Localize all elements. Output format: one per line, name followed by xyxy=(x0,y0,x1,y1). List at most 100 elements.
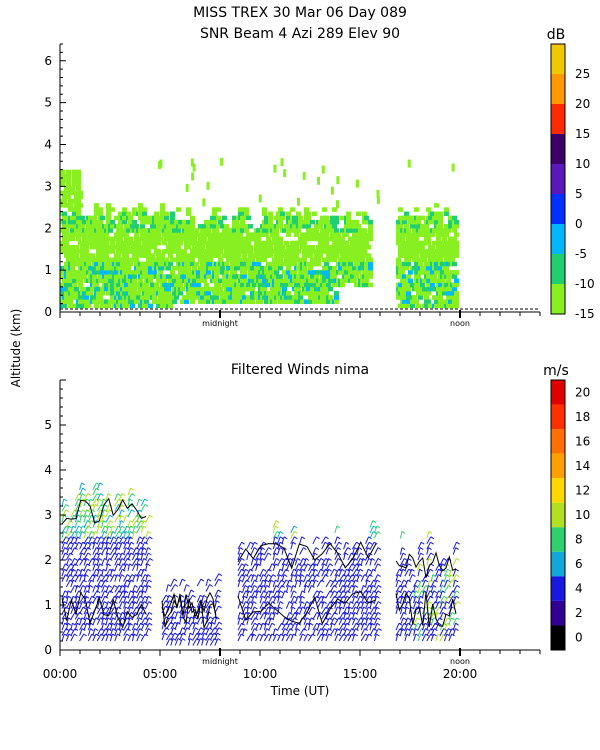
wind-barb-flag xyxy=(345,541,350,545)
wind-barb xyxy=(334,606,338,615)
snr-cell xyxy=(86,303,91,309)
wind-barb xyxy=(299,606,303,615)
wind-barb-flag xyxy=(279,547,284,551)
wind-barb xyxy=(290,601,295,609)
wind-barb xyxy=(101,531,105,539)
wind-barb-flag xyxy=(314,579,319,583)
wind-barb-flag xyxy=(403,579,408,583)
wind-barb-flag xyxy=(358,547,363,551)
wind-barb xyxy=(435,633,439,642)
wind-barb xyxy=(214,573,220,581)
snr-cell xyxy=(232,295,237,300)
wind-barb-flag xyxy=(104,584,108,588)
wind-barb xyxy=(201,627,207,635)
snr-cell xyxy=(274,291,279,296)
snr-cell xyxy=(184,253,189,258)
wind-barb xyxy=(179,632,184,641)
wind-barb xyxy=(448,590,454,599)
wind-barb-flag xyxy=(279,601,284,605)
wind-barb-flag xyxy=(261,552,265,556)
wind-barb xyxy=(65,628,71,636)
snr-cell xyxy=(426,265,431,271)
snr-cell xyxy=(104,299,109,304)
snr-cell xyxy=(202,236,207,242)
snr-cell xyxy=(424,295,429,300)
wind-barb xyxy=(145,585,149,593)
wind-barb xyxy=(360,633,366,642)
snr-cell xyxy=(220,265,225,271)
snr-cell xyxy=(286,249,291,254)
snr-cell xyxy=(434,215,439,221)
wind-barb-flag xyxy=(117,611,122,615)
snr-cell xyxy=(368,261,373,267)
wind-barb xyxy=(114,623,118,631)
wind-barb-flag xyxy=(420,552,424,556)
wind-barb-flag xyxy=(411,568,415,572)
snr-cell xyxy=(144,282,149,288)
snr-cell xyxy=(364,219,369,225)
snr-cell xyxy=(94,282,99,288)
snr-cell xyxy=(98,211,103,216)
snr-cell xyxy=(292,224,297,229)
wind-barb-flag xyxy=(124,590,129,594)
wind-barb xyxy=(92,482,97,491)
snr-cell xyxy=(160,253,165,258)
snr-cell xyxy=(408,232,413,237)
wind-barb xyxy=(369,520,374,528)
snr-cell xyxy=(266,236,271,242)
snr-cell xyxy=(273,164,277,173)
wind-barb xyxy=(241,563,246,571)
snr-cell xyxy=(188,286,193,292)
snr-cell xyxy=(112,299,117,304)
snr-cell xyxy=(172,274,177,279)
snr-cell xyxy=(412,257,417,263)
wind-barb-flag xyxy=(451,617,455,621)
snr-cell xyxy=(304,207,309,212)
wind-barb xyxy=(263,574,269,582)
wind-barb xyxy=(334,568,340,577)
snr-cell xyxy=(88,224,93,229)
snr-cell xyxy=(228,286,233,292)
snr-cell xyxy=(200,291,205,296)
wind-barb-flag xyxy=(138,563,142,567)
snr-cell xyxy=(292,278,297,283)
wind-barb-flag xyxy=(63,498,68,502)
wind-barb xyxy=(183,627,188,635)
wind-barb-flag xyxy=(302,633,306,637)
snr-cell xyxy=(70,186,75,191)
wind-barb xyxy=(127,547,132,555)
wind-barb-flag xyxy=(147,574,151,578)
wind-barb xyxy=(321,574,326,582)
wind-barb xyxy=(334,601,338,609)
snr-cell xyxy=(212,291,217,296)
wind-barb xyxy=(369,558,373,566)
wind-barb xyxy=(343,585,347,593)
snr-cell xyxy=(406,286,411,292)
snr-cell xyxy=(134,224,139,229)
snr-cell xyxy=(158,270,163,275)
snr-cell xyxy=(172,224,177,229)
wind-barb xyxy=(145,622,150,631)
snr-cell xyxy=(430,278,435,283)
wind-barb-flag xyxy=(218,573,223,577)
snr-cell xyxy=(376,189,380,198)
snr-cell xyxy=(186,245,191,250)
wind-barb xyxy=(83,552,89,561)
wind-barb xyxy=(408,617,413,625)
wind-barb xyxy=(83,574,87,582)
snr-cell xyxy=(98,232,103,237)
snr-cell xyxy=(308,270,313,275)
snr-cell xyxy=(434,219,439,225)
wind-barb xyxy=(192,622,196,630)
snr-cell xyxy=(122,286,127,292)
wind-barb-flag xyxy=(262,568,267,572)
wind-barb xyxy=(263,617,269,626)
wind-barb xyxy=(334,590,339,599)
wind-barb-flag xyxy=(415,590,419,594)
wind-barb xyxy=(96,493,101,501)
wind-barb xyxy=(356,623,361,631)
snr-cell xyxy=(122,207,127,212)
wind-barb xyxy=(294,569,299,577)
panel2-y-tick-label: 0 xyxy=(44,643,52,657)
snr-cell xyxy=(320,286,325,292)
